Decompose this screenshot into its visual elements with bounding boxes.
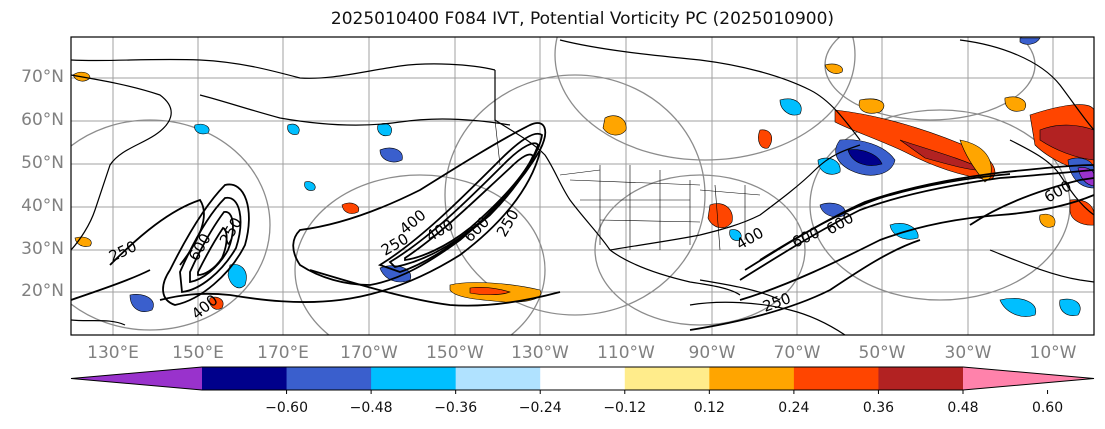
map-frame [70,36,1095,336]
colorbar-tick-label: 0.48 [947,400,979,416]
longitude-label: 170°W [340,343,398,363]
ivt-contour-label: 600 [789,223,823,251]
ivt-contours [71,122,1094,331]
colorbar-outline [70,366,1095,391]
colorbar-tick-label: 0.60 [1031,400,1064,416]
longitude-label: 90°W [688,343,736,363]
colorbar-tick-label: 0.24 [778,400,810,416]
colorbar-segment [878,367,964,390]
longitude-label: 150°W [426,343,484,363]
colorbar-segment [624,367,710,390]
ivt-contour-label: 400 [733,224,767,254]
colorbar-segment [202,367,288,390]
longitude-label: 130°E [87,343,139,363]
colorbar-segment [793,367,879,390]
colorbar-tick-label: −0.36 [434,400,478,416]
longitude-label: 50°W [858,343,906,363]
ivt-contour-label: 250 [760,289,793,316]
colorbar-segment [286,367,372,390]
latitude-label: 20°N [21,281,64,301]
longitude-label: 150°E [172,343,224,363]
latitude-label: 30°N [21,239,64,259]
longitude-label: 130°W [511,343,569,363]
latitude-label: 60°N [21,110,64,130]
state-borders [494,119,761,251]
colorbar-tick-label: −0.12 [603,400,647,416]
latitude-label: 50°N [21,153,64,173]
colorbar [70,366,1095,394]
colorbar-extend-min [71,367,202,390]
longitude-label: 70°W [773,343,821,363]
longitude-label: 110°W [597,343,655,363]
longitude-label: 10°W [1029,343,1077,363]
colorbar-tick-label: 0.12 [693,400,725,416]
pv-positive-shading [72,63,1094,310]
colorbar-segment [540,367,626,390]
pv-negative-shading [129,37,1094,317]
colorbar-extend-max [963,367,1094,390]
ivt-contour-label: 400 [188,291,222,323]
range-rings [71,37,1071,335]
colorbar-segment [709,367,795,390]
colorbar-tick-label: −0.60 [265,400,308,416]
longitude-label: 30°W [944,343,992,363]
colorbar-tick-label: −0.24 [518,400,562,416]
colorbar-segment [371,367,457,390]
latitude-label: 70°N [21,67,64,87]
map-title: 2025010400 F084 IVT, Potential Vorticity… [330,9,835,29]
colorbar-tick-label: 0.36 [862,400,895,416]
coastlines [71,39,1094,335]
latitude-label: 40°N [21,196,64,216]
colorbar-tick-label: −0.48 [349,400,393,416]
colorbar-segment [455,367,541,390]
longitude-label: 170°E [257,343,309,363]
ivt-contour-label: 600 [460,213,493,246]
